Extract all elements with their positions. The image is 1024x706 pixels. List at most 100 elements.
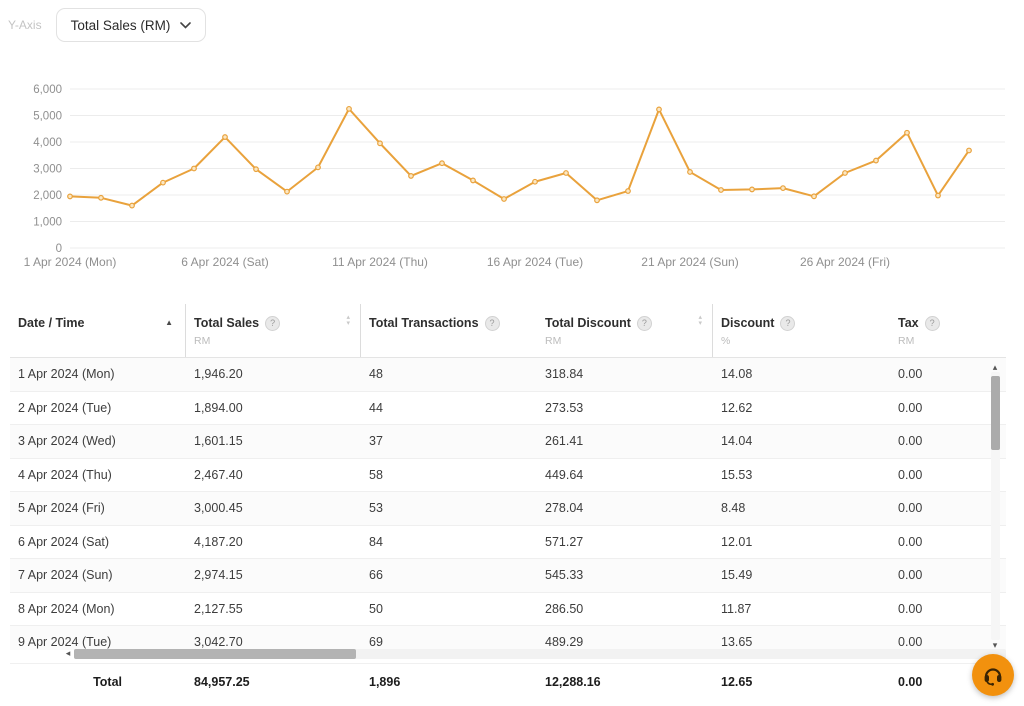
column-header-date-time[interactable]: Date / Time ▲ xyxy=(10,304,186,357)
data-point-marker xyxy=(904,129,910,136)
info-icon[interactable]: ? xyxy=(924,316,940,331)
cell-total-discount: 545.33 xyxy=(545,568,584,583)
y-axis-tick-label: 0 xyxy=(56,243,62,255)
data-point-marker xyxy=(594,197,600,204)
data-point-marker xyxy=(222,134,228,140)
data-point-marker xyxy=(563,170,569,176)
cell-date: 2 Apr 2024 (Tue) xyxy=(18,400,112,415)
cell-discount-pct: 12.01 xyxy=(721,534,753,549)
column-header-total-transactions[interactable]: Total Transactions? xyxy=(361,304,537,357)
cell-total-sales: 3,000.45 xyxy=(194,501,243,516)
y-axis-tick-label: 1,000 xyxy=(33,217,62,229)
data-point-marker xyxy=(656,106,662,113)
total-discount-pct: 12.65 xyxy=(721,675,753,689)
column-label: Tax xyxy=(898,316,919,330)
cell-total-transactions: 69 xyxy=(369,635,383,650)
sort-toggle-icon[interactable]: ▴ ▾ xyxy=(698,314,702,327)
column-label: Date / Time xyxy=(18,316,85,330)
data-point-marker xyxy=(625,188,631,194)
cell-total-transactions: 84 xyxy=(369,534,383,549)
column-label: Discount xyxy=(721,316,775,330)
info-icon[interactable]: ? xyxy=(265,316,281,331)
cell-tax: 0.00 xyxy=(898,400,923,415)
table-body: 1 Apr 2024 (Mon) 1,946.20 48 318.84 14.0… xyxy=(10,358,1006,650)
y-axis-selected-value: Total Sales (RM) xyxy=(70,17,171,33)
horizontal-scrollbar[interactable]: ◂ xyxy=(62,648,1006,659)
column-header-total-sales[interactable]: Total Sales? RM ▴ ▾ xyxy=(186,304,361,357)
sales-line-chart: 0 1,000 2,000 3,000 4,000 5,000 6,000 1 Apr 202… xyxy=(24,84,1005,269)
vertical-scrollbar-track[interactable] xyxy=(990,372,1000,640)
column-unit xyxy=(369,335,515,347)
column-label: Total Discount xyxy=(545,316,631,330)
cell-total-discount: 286.50 xyxy=(545,601,584,616)
info-icon[interactable]: ? xyxy=(484,316,500,331)
cell-total-discount: 261.41 xyxy=(545,434,584,449)
y-axis-tick-label: 2,000 xyxy=(33,190,62,202)
cell-discount-pct: 12.62 xyxy=(721,400,753,415)
total-sales-series-line xyxy=(69,107,970,207)
vertical-scrollbar[interactable]: ▴ ▾ xyxy=(989,362,1001,650)
y-axis-tick-label: 6,000 xyxy=(33,84,62,96)
info-icon[interactable]: ? xyxy=(780,316,796,331)
cell-date: 3 Apr 2024 (Wed) xyxy=(18,434,116,449)
cell-discount-pct: 8.48 xyxy=(721,501,746,516)
data-point-marker xyxy=(935,192,941,199)
cell-total-sales: 4,187.20 xyxy=(194,534,243,549)
column-header-total-discount[interactable]: Total Discount? RM ▴ ▾ xyxy=(537,304,713,357)
support-button[interactable] xyxy=(972,654,1014,696)
vertical-scrollbar-thumb[interactable] xyxy=(990,376,1000,450)
cell-total-discount: 273.53 xyxy=(545,400,584,415)
cell-total-sales: 1,894.00 xyxy=(194,400,243,415)
data-point-marker xyxy=(501,196,507,202)
column-header-discount[interactable]: Discount?% xyxy=(713,304,890,357)
scroll-down-icon[interactable]: ▾ xyxy=(992,640,998,650)
table-row: 2 Apr 2024 (Tue) 1,894.00 44 273.53 12.6… xyxy=(10,392,1006,425)
table-row: 8 Apr 2024 (Mon) 2,127.55 50 286.50 11.8… xyxy=(10,593,1006,626)
cell-tax: 0.00 xyxy=(898,434,923,449)
column-unit: RM xyxy=(898,335,915,347)
cell-total-discount: 489.29 xyxy=(545,635,584,650)
table-row: 9 Apr 2024 (Tue) 3,042.70 69 489.29 13.6… xyxy=(10,626,1006,650)
sort-ascending-icon[interactable]: ▲ xyxy=(165,318,173,327)
column-unit xyxy=(18,335,163,347)
cell-discount-pct: 11.87 xyxy=(721,601,752,616)
cell-tax: 0.00 xyxy=(898,467,923,482)
cell-total-sales: 2,467.40 xyxy=(194,467,243,482)
data-point-marker xyxy=(377,140,383,147)
scroll-up-icon[interactable]: ▴ xyxy=(992,362,998,372)
column-header-tax[interactable]: Tax? RM xyxy=(890,304,1006,357)
data-point-marker xyxy=(129,202,135,209)
data-point-marker xyxy=(315,164,321,171)
cell-total-discount: 449.64 xyxy=(545,467,584,482)
cell-total-transactions: 53 xyxy=(369,501,383,516)
data-point-marker xyxy=(811,193,817,200)
total-transactions: 1,896 xyxy=(369,675,401,689)
data-point-marker xyxy=(67,193,73,200)
x-axis-tick-label: 21 Apr 2024 (Sun) xyxy=(641,255,738,269)
horizontal-scrollbar-track[interactable] xyxy=(74,648,1006,659)
table-row: 1 Apr 2024 (Mon) 1,946.20 48 318.84 14.0… xyxy=(10,358,1006,392)
data-point-marker xyxy=(687,169,693,175)
cell-total-transactions: 44 xyxy=(369,400,383,415)
data-point-marker xyxy=(439,160,445,167)
total-tax: 0.00 xyxy=(898,675,923,689)
column-unit: RM xyxy=(194,335,211,347)
y-axis-tick-label: 5,000 xyxy=(33,111,62,123)
sort-toggle-icon[interactable]: ▴ ▾ xyxy=(346,314,350,327)
cell-total-sales: 1,946.20 xyxy=(194,367,243,382)
info-icon[interactable]: ? xyxy=(636,316,652,331)
cell-tax: 0.00 xyxy=(898,635,923,650)
cell-tax: 0.00 xyxy=(898,367,923,382)
scroll-left-icon[interactable]: ◂ xyxy=(65,648,71,658)
cell-total-sales: 2,127.55 xyxy=(194,601,243,616)
data-point-marker xyxy=(160,179,166,186)
data-point-marker xyxy=(346,105,352,112)
horizontal-scrollbar-thumb[interactable] xyxy=(74,648,356,659)
data-point-marker xyxy=(284,188,290,195)
data-point-marker xyxy=(191,165,197,172)
x-axis-tick-label: 1 Apr 2024 (Mon) xyxy=(24,255,117,269)
data-point-marker xyxy=(98,194,104,201)
y-axis-select[interactable]: Total Sales (RM) xyxy=(55,8,207,42)
cell-tax: 0.00 xyxy=(898,601,923,616)
data-point-marker xyxy=(780,185,786,192)
